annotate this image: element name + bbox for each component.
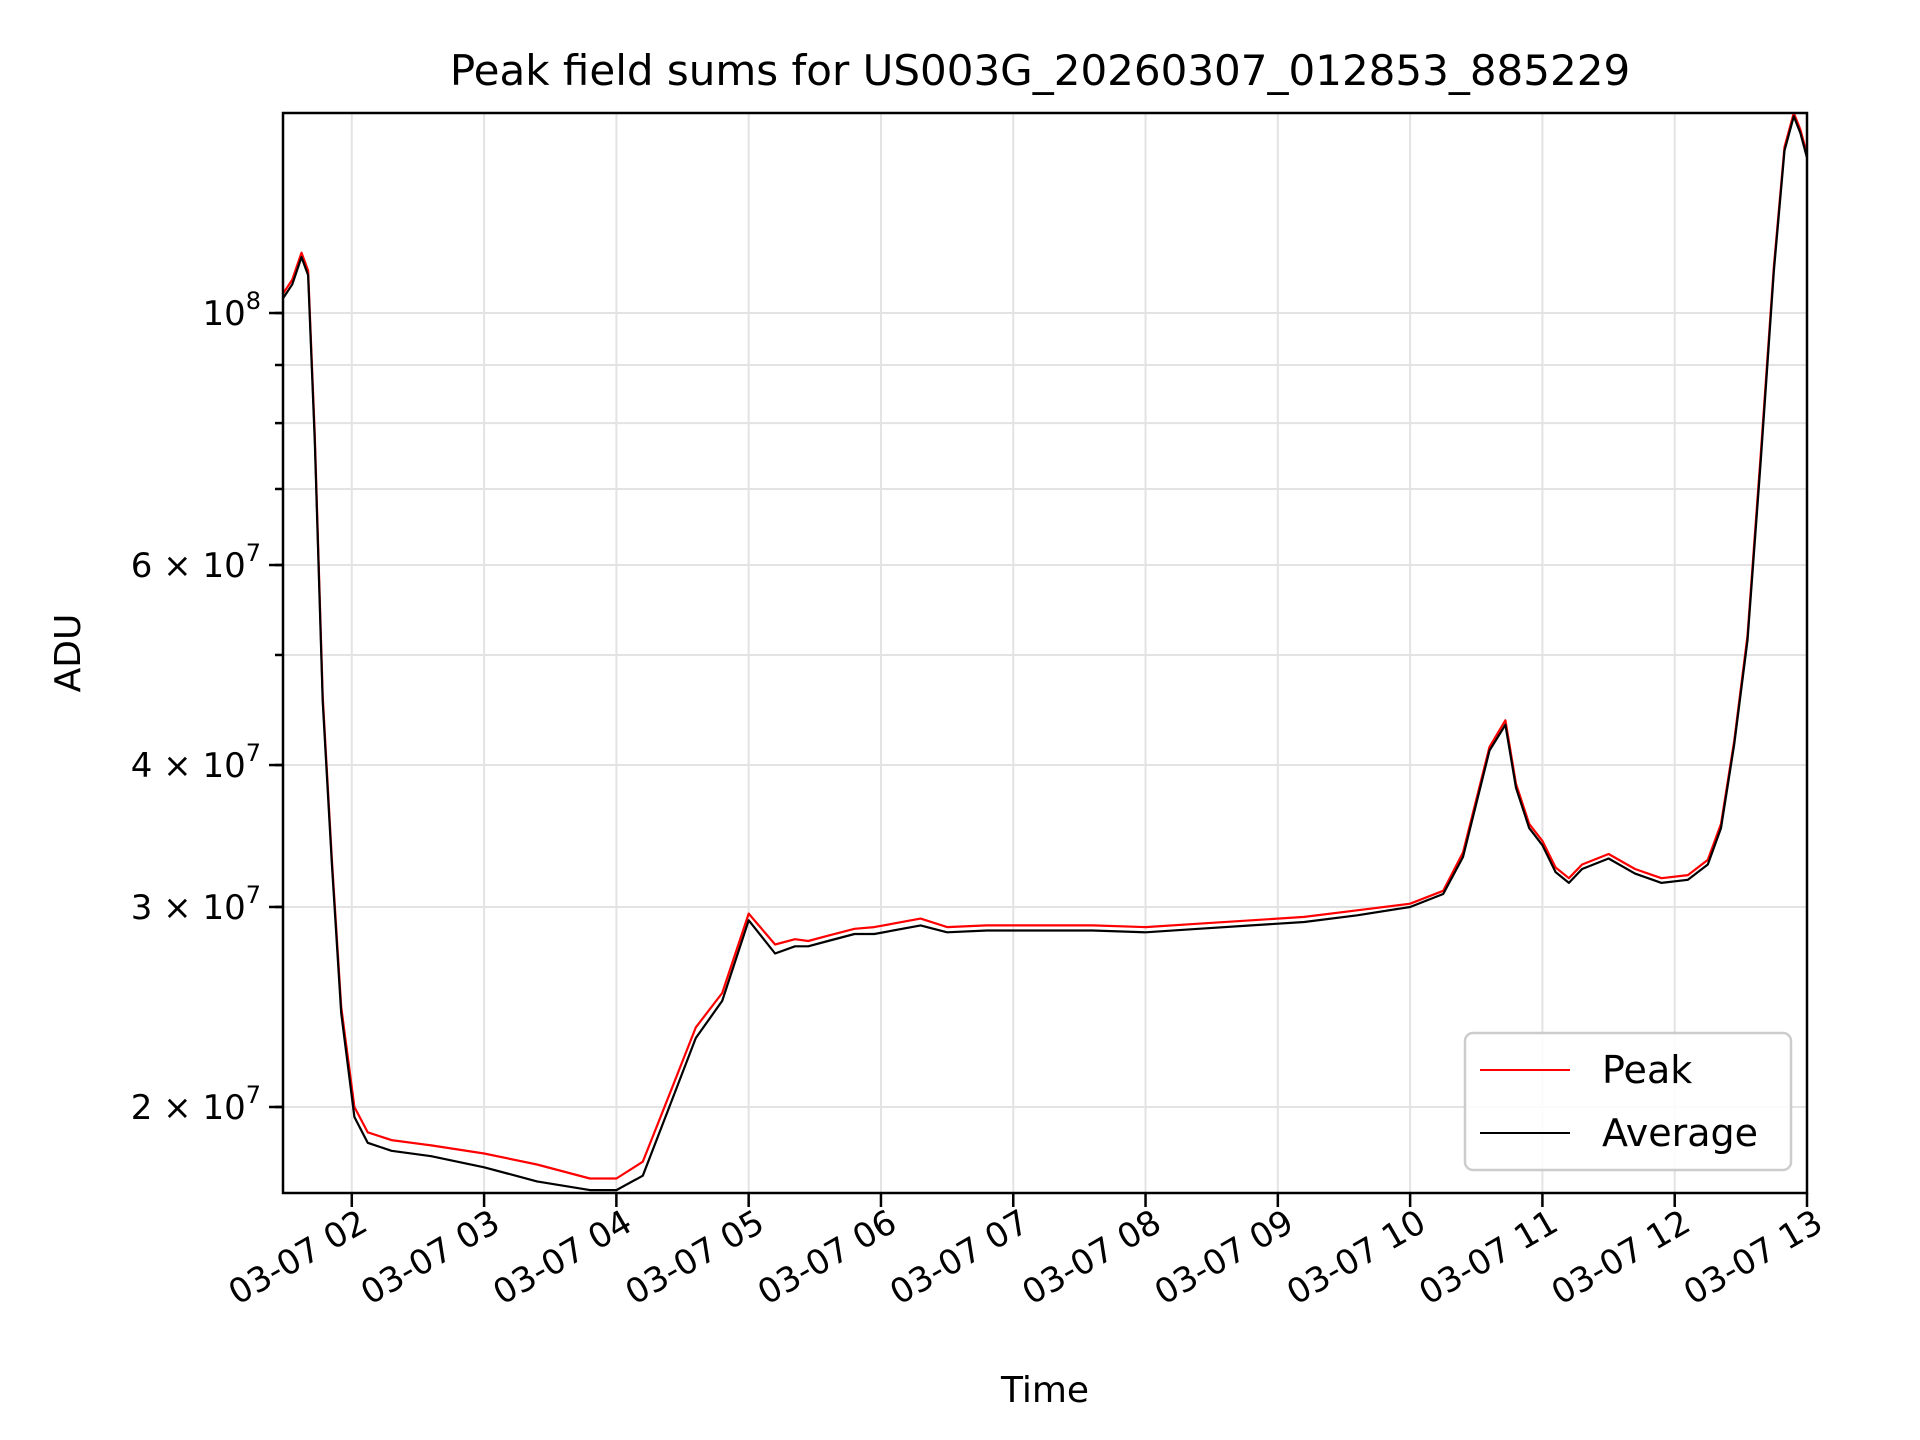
x-axis-label: Time bbox=[1000, 1370, 1089, 1411]
legend-label-average: Average bbox=[1602, 1111, 1758, 1155]
grid-layer bbox=[283, 113, 1808, 1193]
y-axis-label: ADU bbox=[48, 614, 89, 693]
y-tick-label: 3 × 107 bbox=[131, 881, 261, 928]
legend-label-peak: Peak bbox=[1602, 1048, 1692, 1092]
y-tick-label: 2 × 107 bbox=[131, 1081, 261, 1128]
y-axis: 2 × 107 3 × 107 4 × 107 6 × 107 108 bbox=[131, 287, 283, 1128]
plot-area bbox=[282, 111, 1809, 1192]
axes-frame bbox=[281, 111, 1809, 1195]
y-tick-label: 108 bbox=[202, 287, 261, 334]
legend-box bbox=[1463, 1031, 1793, 1172]
chart-title: Peak field sums for US003G_20260307_0128… bbox=[450, 46, 1630, 95]
y-tick-label: 4 × 107 bbox=[131, 739, 261, 786]
series-line-peak bbox=[282, 111, 1809, 1180]
legend: Peak Average bbox=[1463, 1031, 1793, 1172]
y-tick-label: 6 × 107 bbox=[131, 539, 261, 586]
series-line-average bbox=[282, 115, 1809, 1192]
